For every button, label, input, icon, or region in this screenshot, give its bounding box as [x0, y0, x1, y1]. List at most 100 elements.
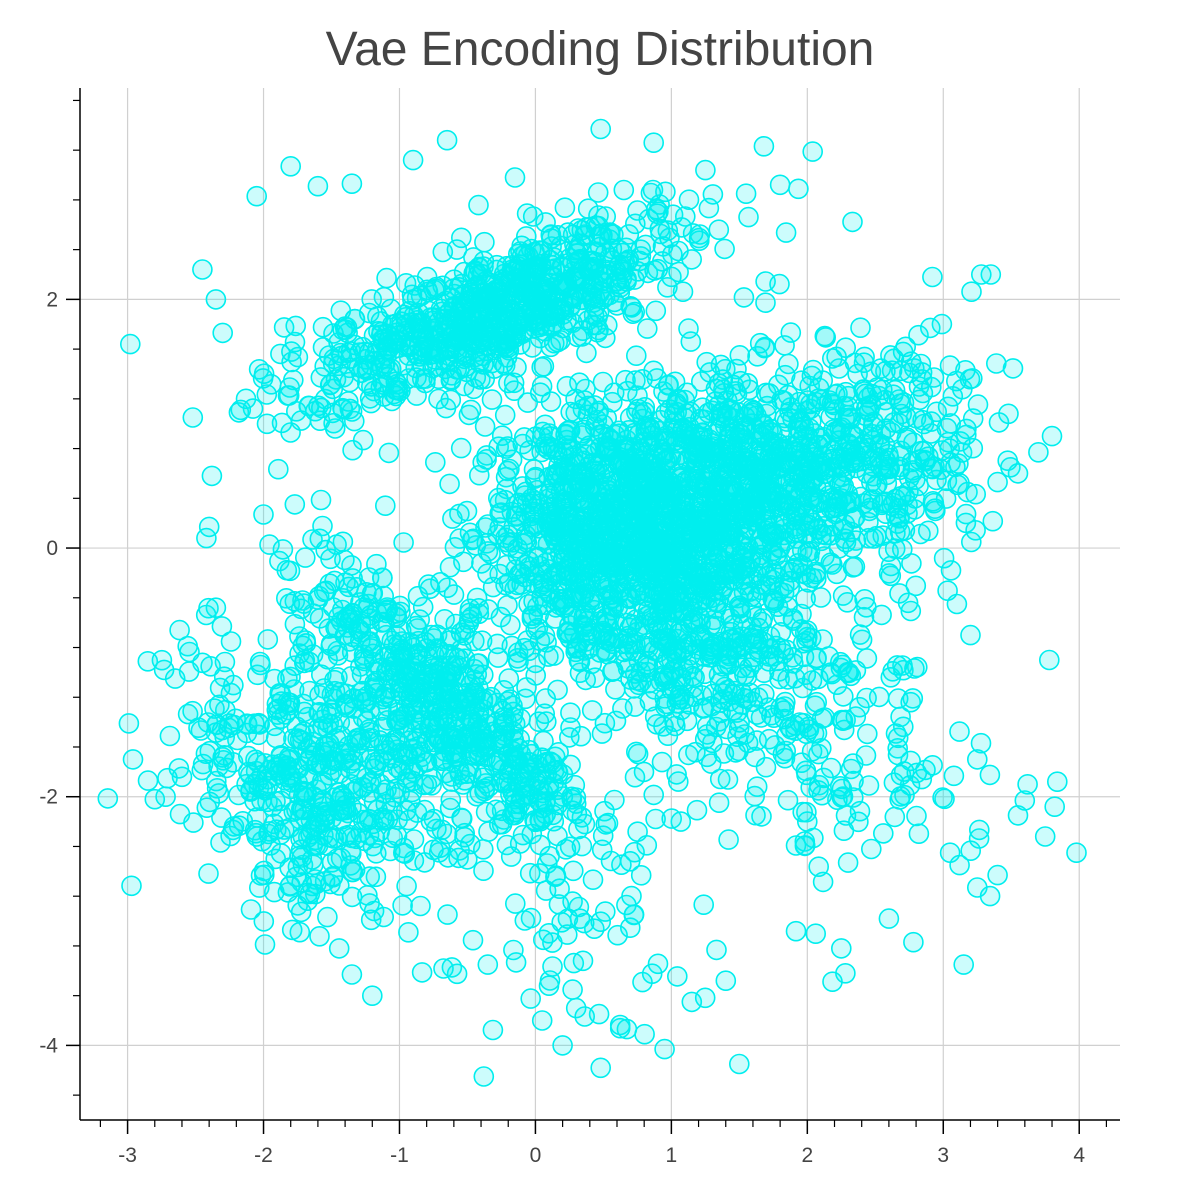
scatter-point: [625, 345, 647, 367]
scatter-point: [313, 581, 335, 603]
scatter-point: [708, 664, 730, 686]
scatter-point: [121, 875, 142, 897]
scatter-point: [249, 651, 271, 673]
scatter-point: [341, 173, 363, 194]
scatter-point: [342, 781, 364, 803]
scatter-point: [522, 206, 544, 227]
scatter-point: [640, 419, 661, 441]
scatter-point: [666, 966, 688, 987]
scatter-point: [860, 838, 882, 860]
scatter-point: [802, 141, 824, 162]
scatter-point: [177, 703, 199, 725]
scatter-point: [368, 749, 390, 771]
scatter-point: [753, 683, 775, 705]
scatter-point: [220, 682, 242, 704]
scatter-point: [210, 832, 231, 853]
scatter-point: [505, 326, 527, 348]
scatter-point: [562, 979, 583, 1000]
scatter-point: [638, 672, 660, 694]
scatter-point: [538, 975, 560, 997]
scatter-point: [853, 381, 875, 402]
scatter-point: [670, 811, 692, 832]
scatter-point: [521, 743, 542, 765]
scatter-point: [341, 401, 363, 422]
scatter-point: [560, 717, 581, 738]
scatter-point: [683, 686, 704, 708]
scatter-point: [833, 820, 855, 842]
scatter-point: [524, 468, 546, 489]
scatter-point: [633, 761, 655, 783]
scatter-point: [827, 489, 848, 510]
scatter-point: [700, 636, 722, 658]
scatter-point: [437, 904, 458, 925]
scatter-point: [680, 331, 702, 352]
scatter-point: [842, 787, 864, 808]
scatter-point: [657, 276, 678, 298]
scatter-point: [1002, 358, 1024, 379]
scatter-point: [613, 179, 635, 201]
scatter-point: [524, 317, 546, 339]
scatter-point: [910, 353, 932, 375]
scatter-point: [842, 211, 863, 233]
scatter-point: [671, 217, 693, 238]
scatter-point: [892, 655, 913, 676]
scatter-point: [591, 839, 613, 861]
scatter-point: [887, 688, 909, 709]
scatter-point: [409, 609, 431, 630]
scatter-point: [753, 136, 775, 157]
scatter-point: [718, 829, 739, 850]
scatter-point: [256, 413, 278, 435]
scatter-point: [1066, 842, 1087, 864]
x-tick-label: 4: [1073, 1144, 1085, 1167]
scatter-point: [411, 746, 433, 768]
scatter-point: [755, 271, 776, 292]
scatter-point: [609, 1014, 631, 1036]
scatter-point: [468, 194, 489, 216]
scatter-point: [862, 489, 884, 510]
scatter-point: [1041, 425, 1063, 447]
scatter-point: [982, 510, 1004, 532]
scatter-point: [968, 828, 990, 849]
scatter-point: [845, 706, 867, 727]
scatter-point: [285, 400, 307, 422]
scatter-point: [646, 713, 668, 735]
scatter-point: [536, 763, 558, 785]
scatter-point: [903, 931, 924, 953]
scatter-point: [205, 289, 227, 310]
scatter-point: [402, 149, 424, 171]
scatter-point: [539, 501, 561, 523]
scatter-point: [645, 300, 667, 322]
scatter-point: [211, 616, 233, 637]
scatter-point: [414, 852, 435, 873]
scatter-point: [780, 397, 802, 418]
scatter-point: [592, 371, 614, 393]
scatter-point: [257, 629, 279, 650]
scatter-point: [719, 645, 740, 667]
scatter-point: [560, 515, 582, 537]
scatter-point: [453, 261, 475, 283]
scatter-point: [384, 379, 406, 401]
scatter-point: [720, 621, 742, 643]
scatter-point: [906, 805, 927, 827]
scatter-point: [933, 547, 955, 569]
scatter-point: [961, 281, 982, 303]
scatter-point: [693, 894, 715, 916]
scatter-point: [493, 679, 515, 701]
scatter-point: [946, 593, 968, 615]
scatter-point: [253, 504, 274, 525]
scatter-point: [120, 333, 141, 355]
scatter-point: [463, 630, 485, 652]
scatter-point: [778, 353, 799, 375]
scatter-point: [627, 743, 649, 765]
scatter-point: [902, 462, 924, 484]
y-tick-label: -2: [39, 786, 58, 809]
scatter-point: [533, 355, 555, 377]
scatter-point: [556, 375, 578, 397]
scatter-point: [655, 402, 677, 424]
scatter-point: [594, 712, 616, 734]
scatter-point: [812, 871, 834, 893]
scatter-point: [884, 806, 906, 828]
scatter-point: [715, 970, 737, 992]
scatter-point: [525, 665, 547, 686]
scatter-point: [887, 744, 909, 766]
